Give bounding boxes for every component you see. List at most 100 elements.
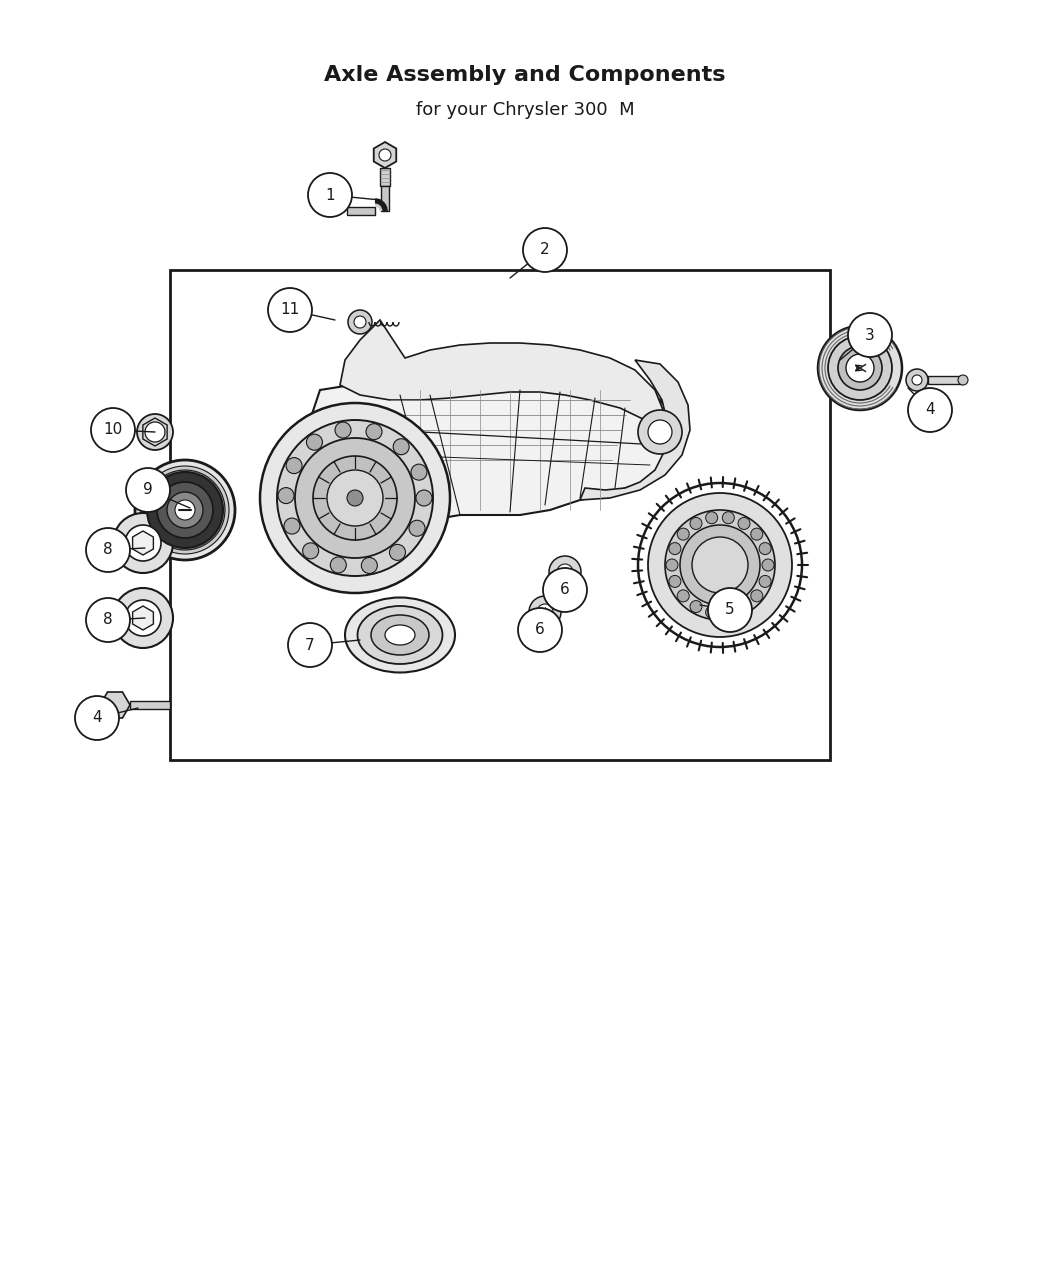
Circle shape (706, 607, 717, 618)
Circle shape (958, 375, 968, 385)
Bar (380, 168, 390, 186)
Text: 3: 3 (865, 328, 875, 343)
Circle shape (390, 544, 405, 561)
Circle shape (354, 316, 366, 328)
Circle shape (751, 590, 762, 602)
PathPatch shape (308, 368, 680, 536)
Circle shape (751, 528, 762, 541)
Circle shape (706, 511, 717, 524)
Circle shape (125, 601, 161, 636)
Ellipse shape (371, 615, 429, 655)
Circle shape (284, 518, 300, 534)
Circle shape (759, 575, 771, 588)
Circle shape (75, 696, 119, 740)
Circle shape (158, 482, 213, 538)
Text: 8: 8 (103, 542, 112, 557)
Text: 4: 4 (92, 710, 102, 725)
Circle shape (147, 472, 223, 548)
Circle shape (286, 458, 302, 473)
Circle shape (335, 422, 351, 439)
PathPatch shape (340, 320, 665, 440)
Circle shape (308, 173, 352, 217)
Text: 7: 7 (306, 638, 315, 653)
Circle shape (175, 500, 195, 520)
Polygon shape (132, 530, 153, 555)
Circle shape (113, 588, 173, 648)
Circle shape (556, 564, 573, 580)
Text: 6: 6 (536, 622, 545, 638)
Circle shape (692, 537, 748, 593)
Circle shape (277, 419, 433, 576)
Circle shape (908, 388, 952, 432)
Circle shape (410, 520, 425, 537)
Circle shape (906, 368, 928, 391)
Text: 1: 1 (326, 187, 335, 203)
Circle shape (638, 411, 682, 454)
Text: 5: 5 (726, 603, 735, 617)
Circle shape (136, 414, 173, 450)
Circle shape (762, 558, 774, 571)
Circle shape (307, 435, 322, 450)
Circle shape (125, 525, 161, 561)
Circle shape (648, 419, 672, 444)
Circle shape (86, 528, 130, 572)
Circle shape (738, 518, 750, 529)
Circle shape (529, 595, 561, 629)
Bar (130, 701, 170, 709)
Circle shape (708, 588, 752, 632)
Circle shape (648, 493, 792, 638)
Text: Axle Assembly and Components: Axle Assembly and Components (324, 65, 726, 85)
Circle shape (141, 465, 229, 555)
Circle shape (518, 608, 562, 652)
Circle shape (416, 490, 432, 506)
Polygon shape (132, 606, 153, 630)
Bar (381, 186, 388, 210)
Circle shape (912, 375, 922, 385)
Circle shape (838, 346, 882, 390)
Circle shape (690, 518, 702, 529)
Circle shape (393, 439, 410, 455)
Text: 8: 8 (103, 612, 112, 627)
Circle shape (677, 590, 689, 602)
Circle shape (167, 492, 203, 528)
Circle shape (848, 312, 892, 357)
Polygon shape (374, 142, 396, 168)
Ellipse shape (345, 598, 455, 672)
Ellipse shape (315, 448, 415, 509)
Text: 4: 4 (925, 403, 934, 417)
Ellipse shape (357, 606, 442, 664)
PathPatch shape (580, 360, 690, 500)
Circle shape (331, 557, 346, 572)
Circle shape (379, 149, 391, 161)
Circle shape (537, 604, 553, 620)
Circle shape (638, 483, 802, 646)
Text: 6: 6 (560, 583, 570, 598)
Circle shape (268, 288, 312, 332)
Polygon shape (100, 692, 130, 718)
Ellipse shape (385, 625, 415, 645)
Circle shape (549, 556, 581, 588)
Circle shape (295, 439, 415, 558)
Circle shape (145, 422, 165, 442)
Circle shape (135, 460, 235, 560)
Circle shape (738, 601, 750, 612)
Bar (170, 270, 830, 760)
Circle shape (846, 354, 874, 382)
Circle shape (313, 456, 397, 541)
Circle shape (818, 326, 902, 411)
Circle shape (411, 464, 427, 481)
Circle shape (666, 558, 678, 571)
Circle shape (145, 470, 225, 550)
Circle shape (665, 510, 775, 620)
Circle shape (722, 511, 734, 524)
Circle shape (722, 607, 734, 618)
Circle shape (543, 567, 587, 612)
Circle shape (327, 470, 383, 527)
Circle shape (677, 528, 689, 541)
Circle shape (669, 575, 680, 588)
Text: 10: 10 (103, 422, 123, 437)
Circle shape (288, 623, 332, 667)
Circle shape (669, 543, 680, 555)
Text: 11: 11 (280, 302, 299, 317)
Text: for your Chrysler 300  M: for your Chrysler 300 M (416, 101, 634, 119)
